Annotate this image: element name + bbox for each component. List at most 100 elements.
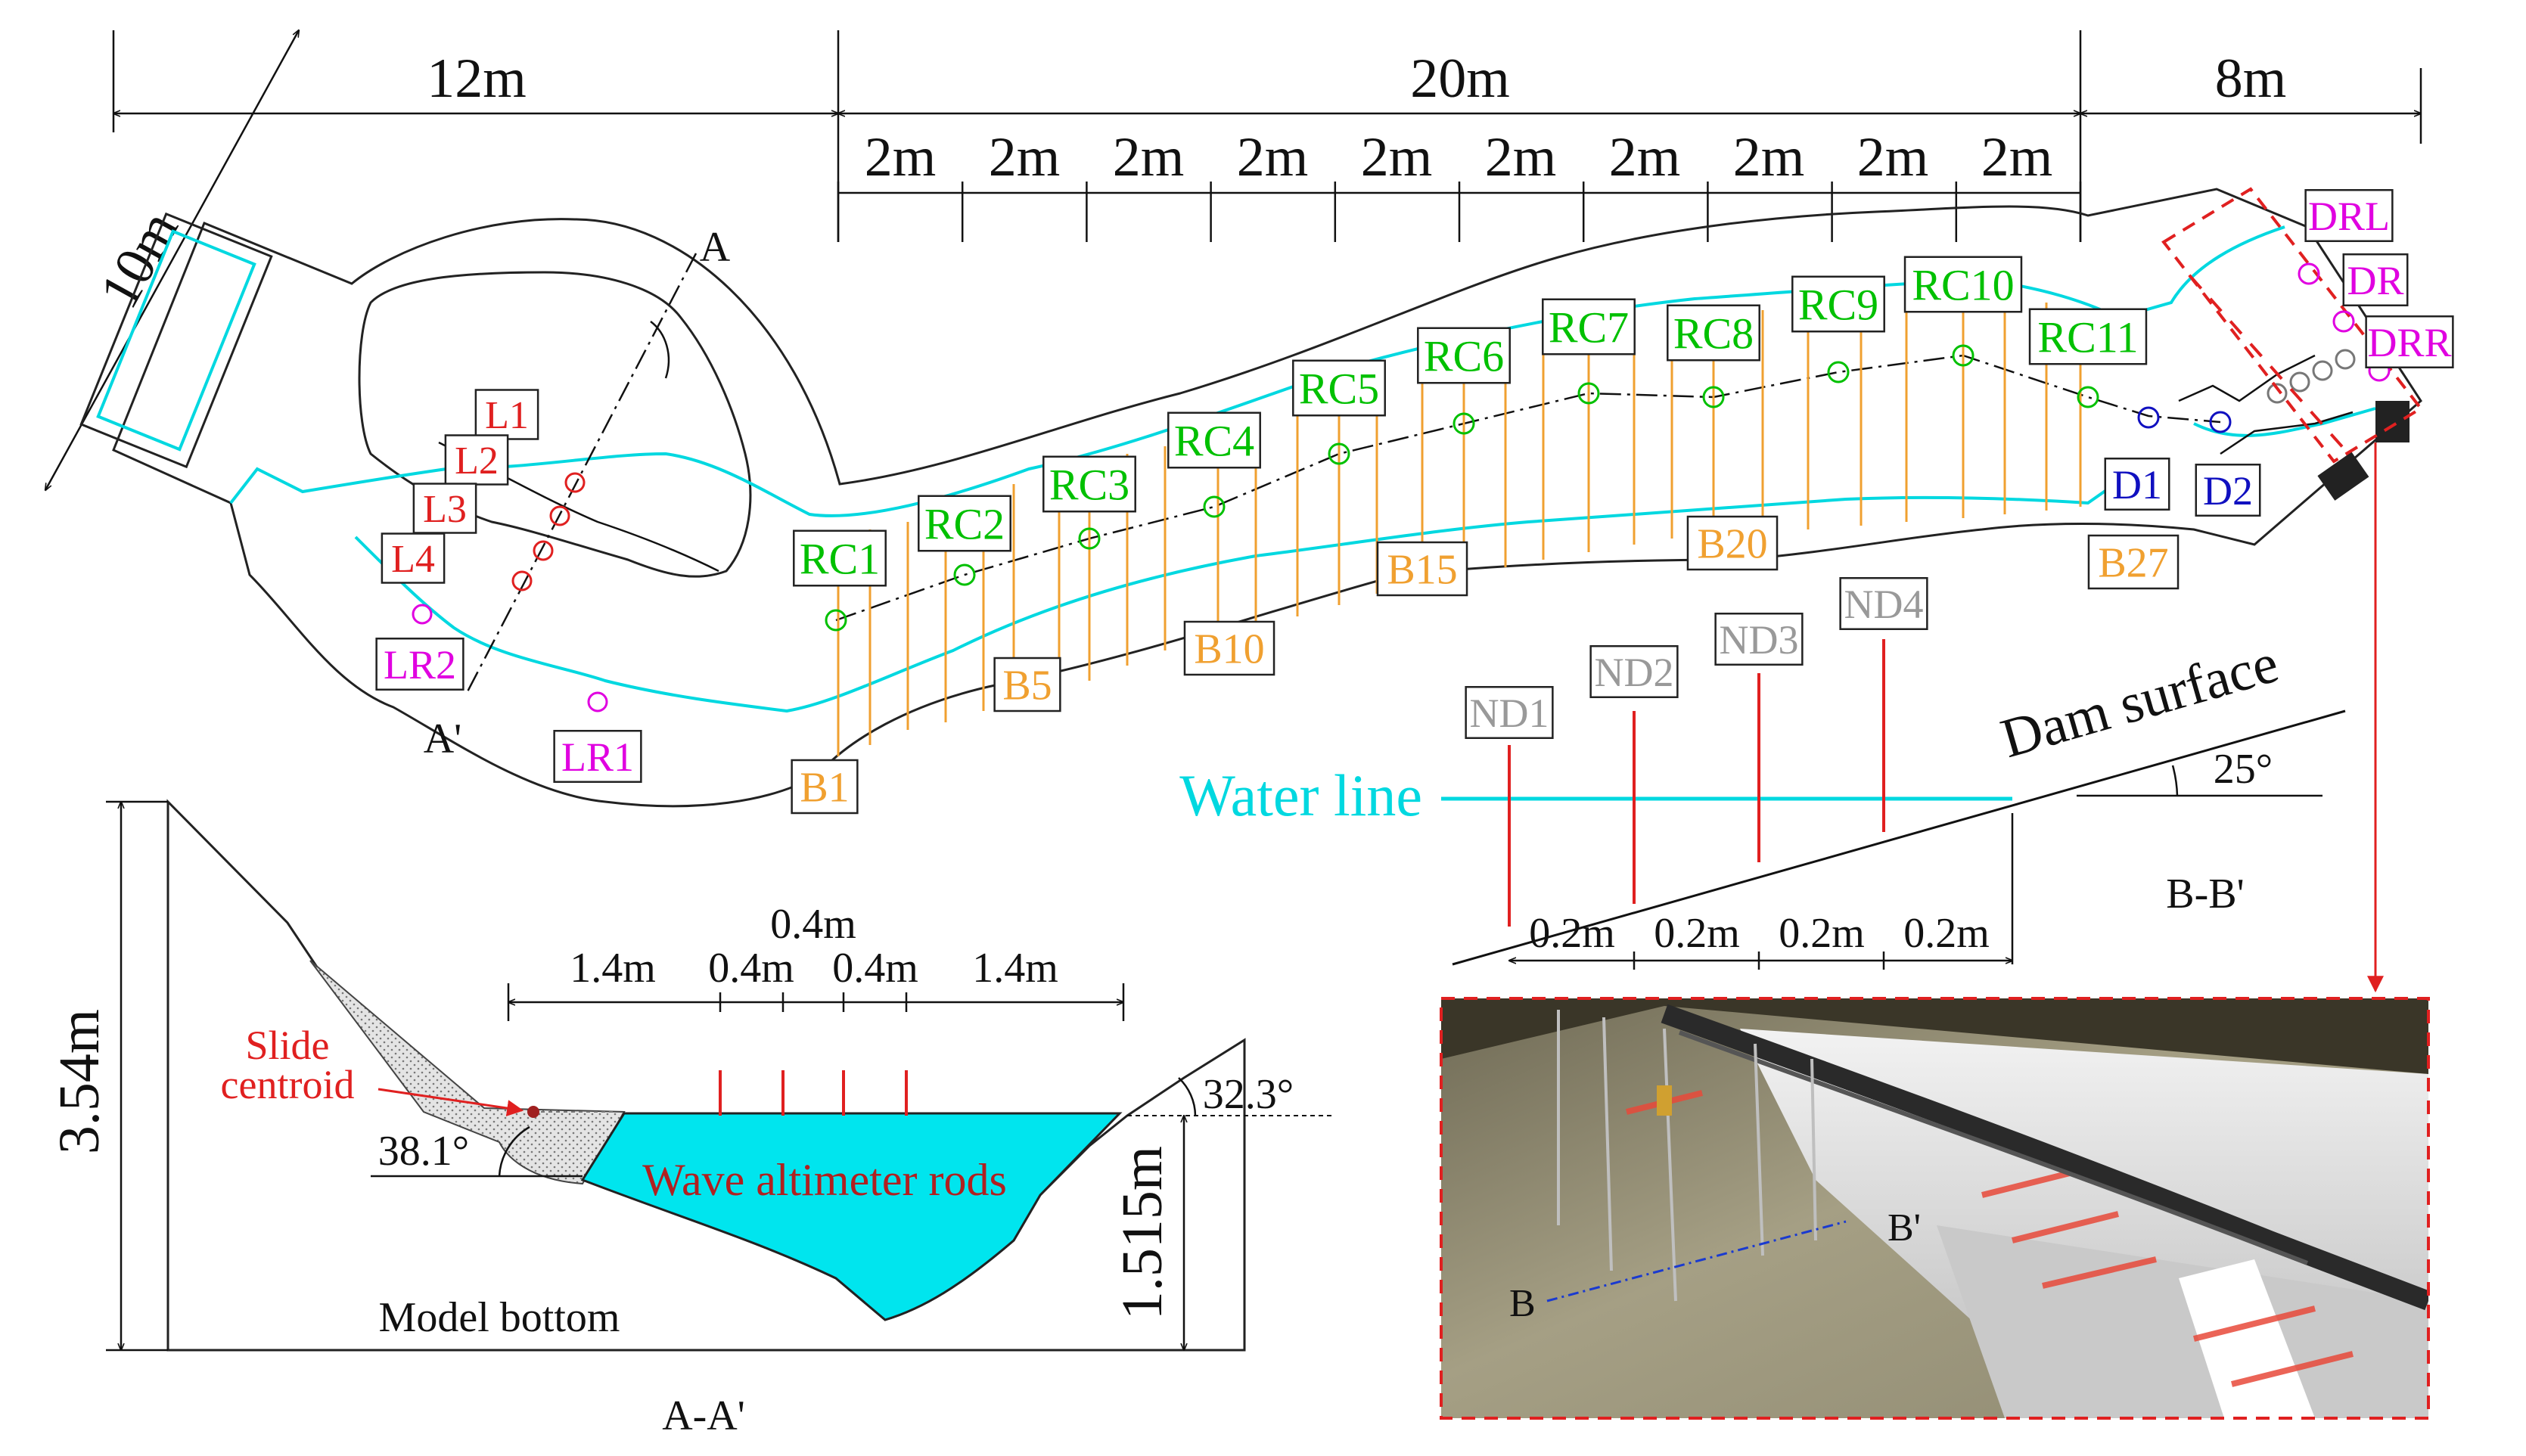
lr-label-box <box>553 730 642 783</box>
rc-label-box <box>918 495 1011 552</box>
l-label: L1 <box>474 389 539 440</box>
l-label: L2 <box>444 434 509 486</box>
b-label-box <box>1183 620 1275 676</box>
dr-label: DR <box>2342 253 2409 306</box>
l-gauge-marker <box>549 505 570 526</box>
d-label: D1 <box>2104 458 2170 511</box>
dr-label-text: DR <box>2347 258 2403 303</box>
rc-label-text: RC2 <box>924 499 1005 548</box>
aa-slide-mass <box>309 960 626 1185</box>
rc-label-text: RC8 <box>1673 309 1754 358</box>
sub-dim-label: 2m <box>1981 126 2053 188</box>
bb-angle-arc <box>2171 765 2179 796</box>
b-label-box <box>993 657 1061 712</box>
bb-spacing-label: 0.2m <box>1654 910 1740 957</box>
rc-label-text: RC4 <box>1174 416 1254 465</box>
rc-label-box <box>1542 298 1636 355</box>
aa-slide-label-1: Slide <box>245 1023 329 1068</box>
d-label-box <box>2195 464 2261 517</box>
rc-label-text: RC11 <box>2037 312 2138 362</box>
aa-probes <box>719 1070 908 1116</box>
aa-centroid-arrow <box>378 1088 524 1116</box>
water-line-lower <box>354 475 2127 713</box>
nd-label-box <box>1589 645 1679 698</box>
d-label-text: D1 <box>2112 462 2162 508</box>
b-label-box <box>791 759 859 815</box>
dr-label-text: DRL <box>2308 194 2390 239</box>
rc-label-box <box>1903 256 2023 313</box>
drl-marker <box>2298 262 2320 285</box>
nd-label-box <box>1465 686 1554 739</box>
lr1-marker <box>587 691 608 712</box>
aa-angle-right-arc <box>1178 1077 1197 1116</box>
rc-label-box <box>1292 359 1386 417</box>
dr-label-box <box>2342 253 2409 306</box>
rc-label-text: RC5 <box>1299 364 1379 413</box>
aa-slide-centroid-point <box>527 1106 539 1118</box>
sub-dim-label: 2m <box>1361 126 1433 188</box>
bb-spacing-label: 0.2m <box>1779 910 1865 957</box>
rc-label-text: RC1 <box>800 534 880 583</box>
nd-label-text: ND2 <box>1595 650 1674 695</box>
sub-dim-label: 2m <box>1857 126 1929 188</box>
rc-label-box <box>1417 327 1511 384</box>
d-label: D2 <box>2195 464 2261 517</box>
section-bb: 25° Water line Dam surface 0.2m 0.2m 0.2… <box>1179 577 2346 970</box>
rc-gauges <box>825 344 2099 632</box>
dam-walls <box>2178 354 2354 455</box>
aa-angle-right: 32.3° <box>1203 1071 1294 1118</box>
rc-label-box <box>2028 308 2148 365</box>
reservoir-outline <box>112 188 2422 808</box>
bb-dam-surface-line <box>1452 709 2346 966</box>
bb-spacing-label: 0.2m <box>1903 910 1990 957</box>
plan-view: 12m 20m 8m 10m 2m 2m 2m 2m 2m 2m 2m 2m 2… <box>45 30 2454 993</box>
l-label: L4 <box>381 532 446 584</box>
b-label-text: B27 <box>2098 540 2168 587</box>
rc-label-text: RC10 <box>1912 260 2014 309</box>
l-label-text: L4 <box>391 538 435 581</box>
lr-label: LR2 <box>375 638 464 691</box>
sub-dim-label: 2m <box>865 126 937 188</box>
section-mark-a-prime: A' <box>424 716 462 762</box>
rc-label-text: RC6 <box>1424 331 1504 380</box>
b-label-box <box>1686 515 1779 571</box>
aa-bottom-label: Model bottom <box>379 1294 620 1341</box>
l-label-box <box>444 434 509 486</box>
lr-label: LR1 <box>553 730 642 783</box>
aa-dim-label: 1.4m <box>570 945 656 992</box>
dam-comb-lower <box>2317 452 2369 501</box>
dr-label: DRR <box>2365 315 2454 368</box>
photo-label-b-prime: B' <box>1888 1206 1921 1250</box>
b-label: B20 <box>1686 515 1779 571</box>
nd-label-box <box>1839 577 1928 630</box>
bb-title: B-B' <box>2166 871 2244 917</box>
rc-label-box <box>1791 275 1885 333</box>
dr-marker <box>2332 310 2355 333</box>
d1-marker <box>2137 406 2160 429</box>
aa-angle-left: 38.1° <box>378 1128 469 1175</box>
rc-gauge-marker <box>1078 527 1101 550</box>
rc-gauge-marker <box>1577 382 1600 405</box>
water-line-dam <box>2193 407 2376 437</box>
photo-inset: B B' <box>1440 997 2430 1420</box>
dim-right-8m: 8m <box>2215 48 2287 110</box>
rc-label: RC9 <box>1791 275 1885 333</box>
aa-dim-label: 0.4m <box>708 945 794 992</box>
l-label: L3 <box>412 483 477 534</box>
dr-label-box <box>2304 189 2394 242</box>
rc-label-box <box>1167 411 1261 469</box>
dr-label: DRL <box>2304 189 2394 242</box>
rc-label-box <box>1667 304 1760 362</box>
dim-middle-20m: 20m <box>1410 48 1510 110</box>
b-label: B5 <box>993 657 1061 712</box>
bb-angle-label: 25° <box>2214 746 2273 793</box>
l-label-box <box>412 483 477 534</box>
l-gauges <box>511 472 586 591</box>
aa-angle-left-arc <box>498 1125 530 1177</box>
rc-label: RC5 <box>1292 359 1386 417</box>
sub-dimension-labels: 2m 2m 2m 2m 2m 2m 2m 2m 2m 2m <box>865 126 2053 188</box>
aa-dim-label: 0.4m <box>832 945 918 992</box>
dr-label-box <box>2365 315 2454 368</box>
